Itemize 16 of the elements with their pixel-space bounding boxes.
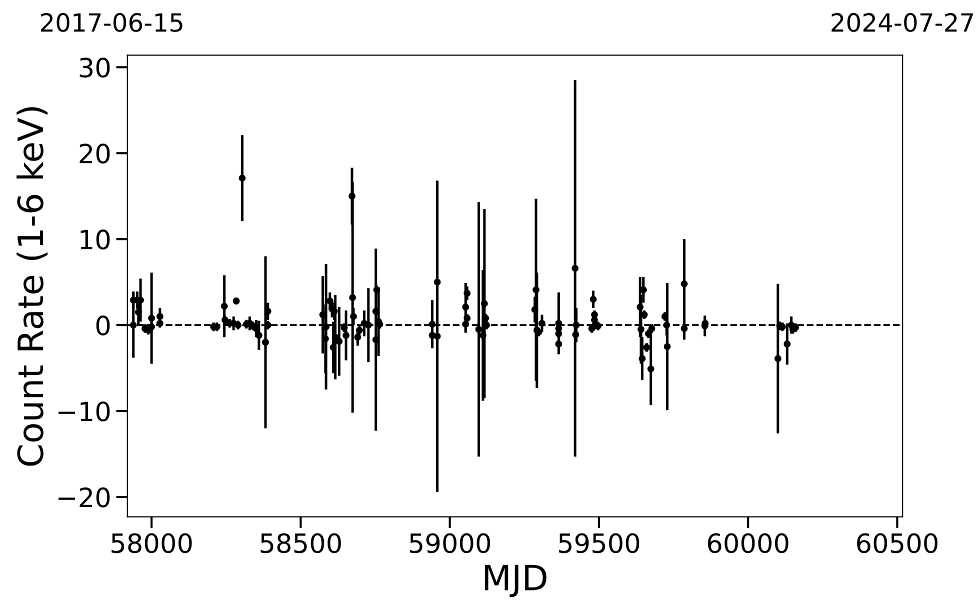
- y-tick-label: 0: [96, 316, 110, 336]
- x-tick-label: 59000: [410, 533, 490, 554]
- y-tick-label: 20: [80, 144, 110, 164]
- y-tick-label: 30: [80, 58, 110, 78]
- x-tick-label: 60000: [708, 533, 788, 554]
- text: 2017-06-15: [41, 13, 182, 32]
- x-tick-label: 58500: [260, 533, 341, 554]
- y-axis-title: Count Rate (1-6 keV): [16, 107, 48, 466]
- x-tick-label: 58000: [112, 533, 192, 554]
- y-tick-label: 10: [80, 230, 110, 250]
- y-tick-label: −20: [58, 487, 110, 508]
- x-tick-label: 59500: [559, 533, 640, 554]
- x-tick-label: 60500: [857, 533, 938, 554]
- x-axis-title: MJD: [484, 564, 546, 598]
- y-tick-label: −10: [58, 401, 110, 422]
- text: 2024-07-27: [832, 13, 973, 32]
